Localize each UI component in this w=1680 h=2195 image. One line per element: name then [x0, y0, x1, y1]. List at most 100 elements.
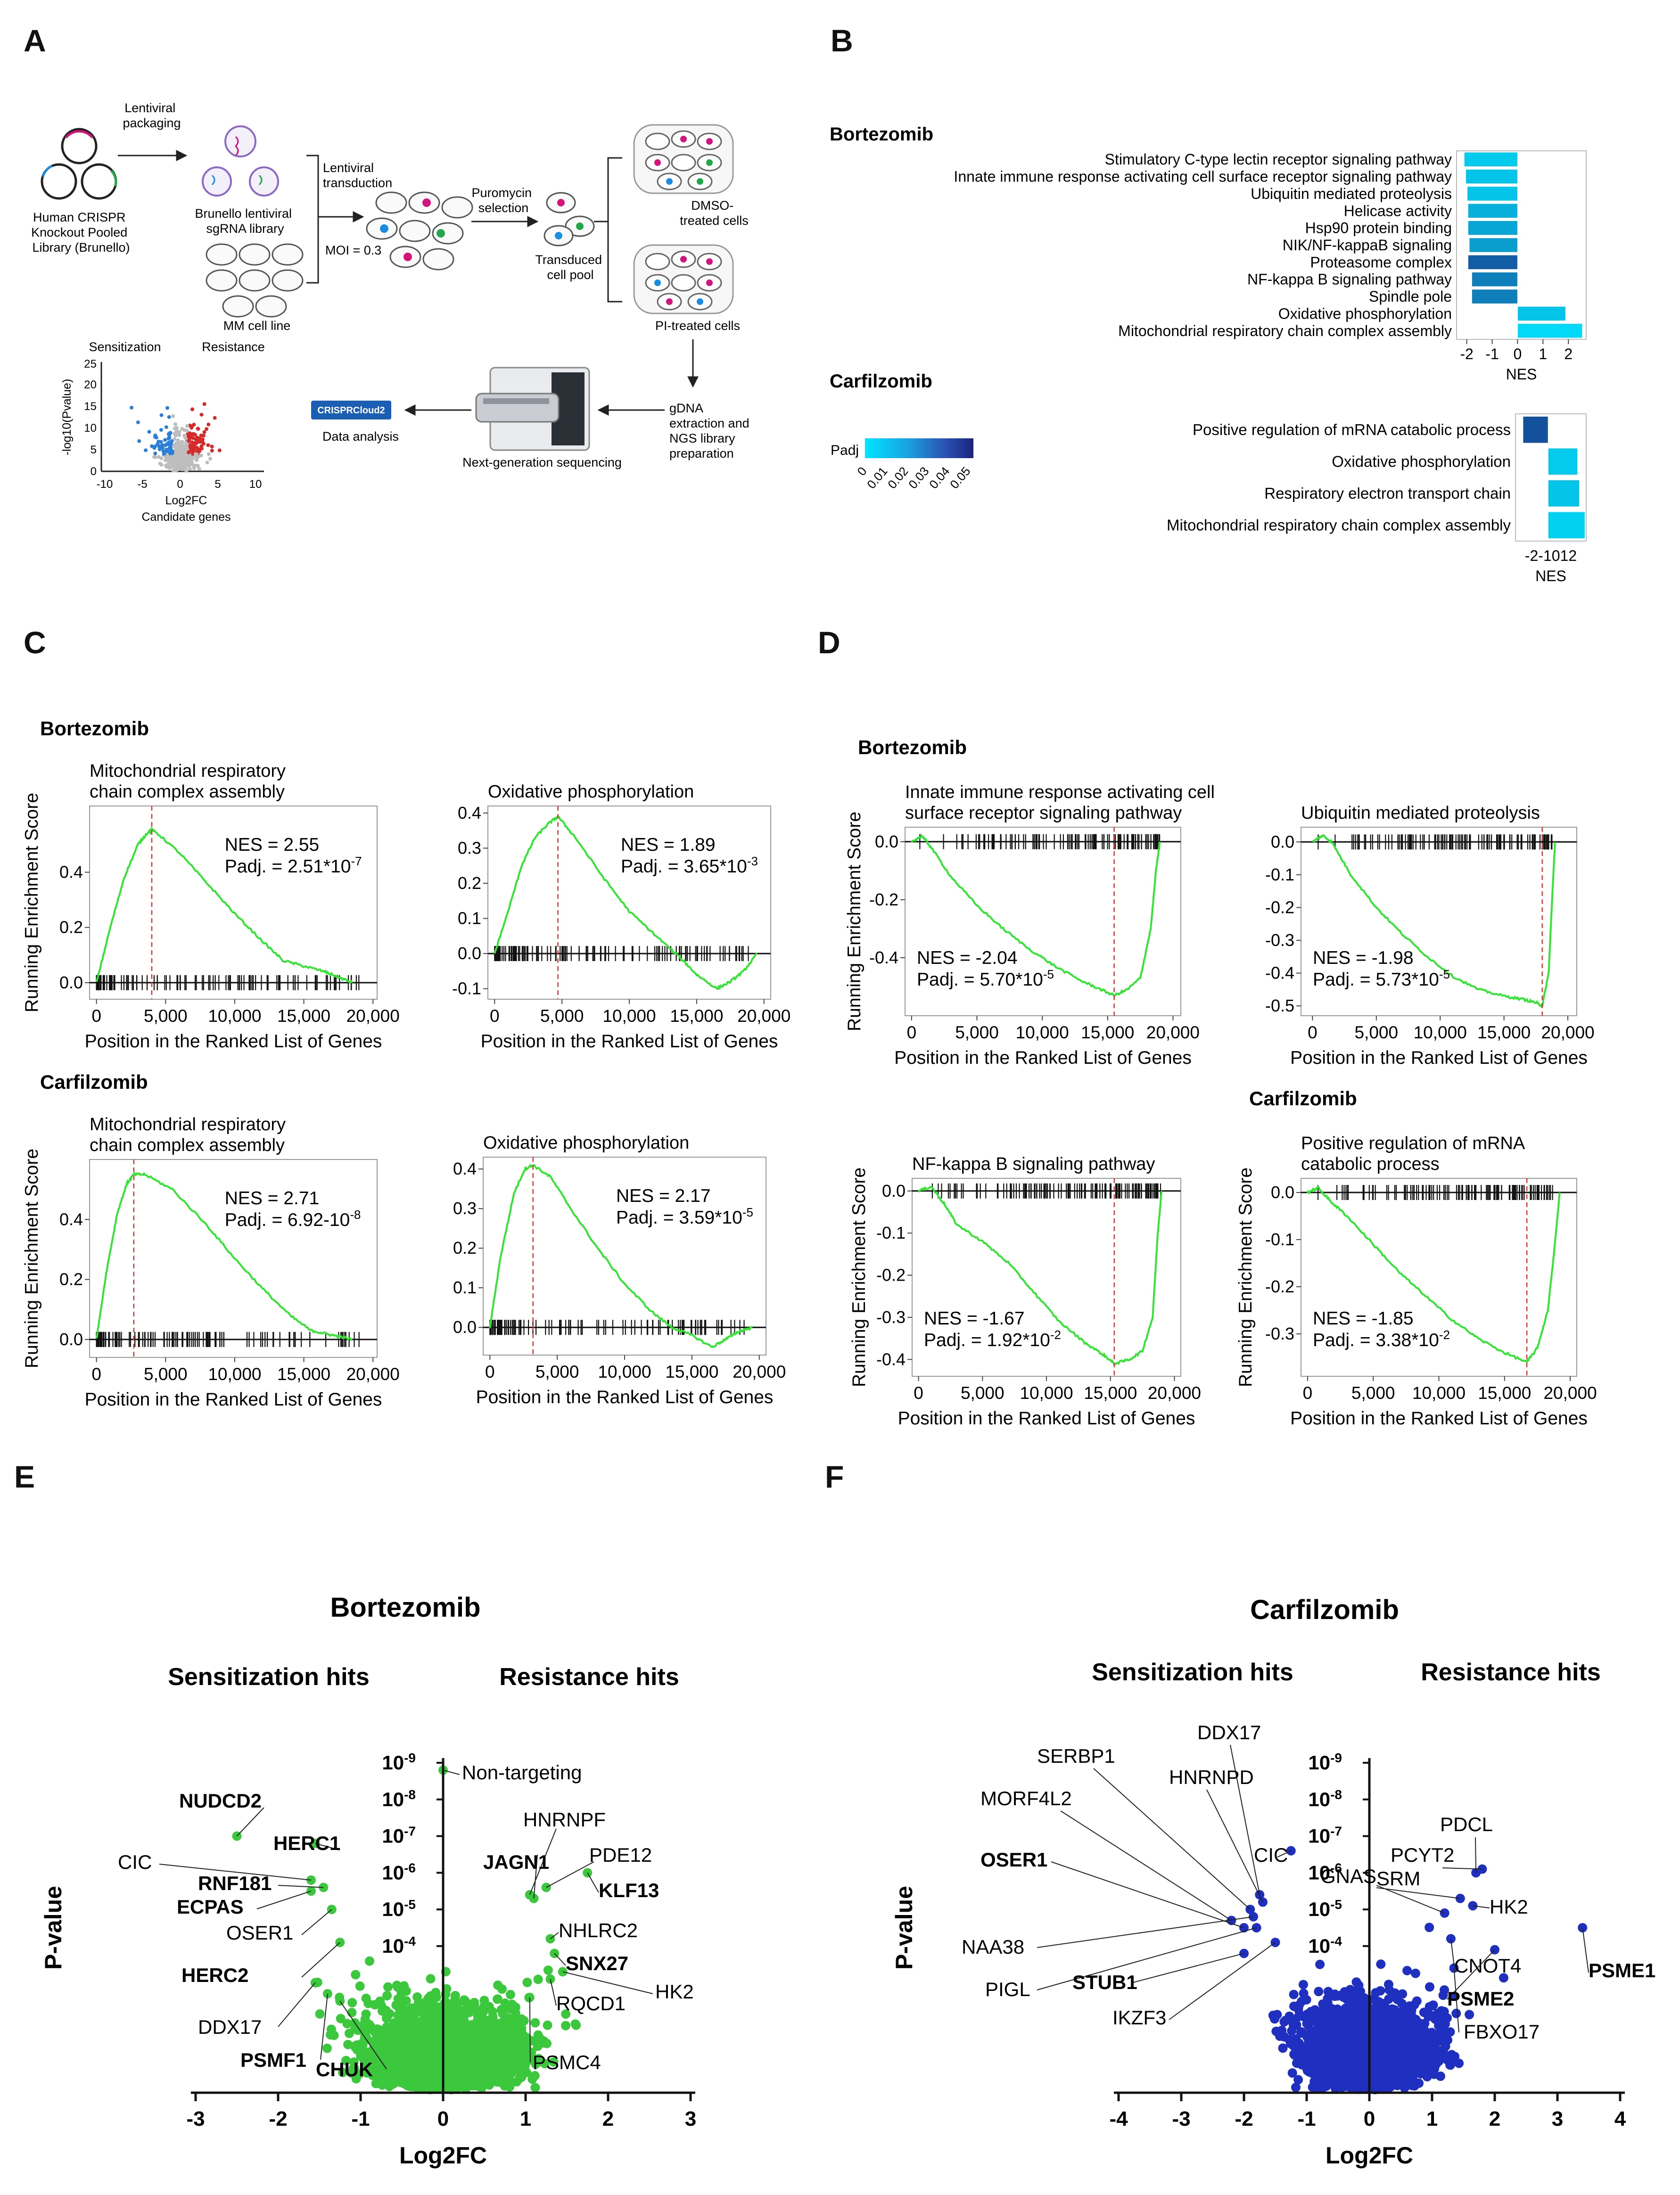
- gsea-ytick-label: -0.1: [452, 979, 481, 998]
- gsea-xtick-label: 10,000: [598, 1362, 651, 1381]
- mini-volcano-dot: [187, 456, 191, 460]
- volcano-point: [338, 2068, 348, 2077]
- mini-volcano-dot: [205, 460, 209, 465]
- brunello-library-label: Brunello lentiviral sgRNA library: [195, 206, 295, 236]
- volcano-gene-label: CIC: [118, 1851, 152, 1873]
- gsea-xtick-label: 20,000: [346, 1365, 400, 1384]
- nes-category-label: Helicase activity: [1344, 202, 1452, 219]
- mini-volcano-dot: [170, 455, 174, 459]
- volcano-ytick-label: 10-5: [382, 1897, 416, 1921]
- gsea-ytick-label: 0.3: [458, 838, 481, 857]
- volcano-point: [421, 2008, 431, 2018]
- moi-label: MOI = 0.3: [325, 243, 381, 257]
- volcano-ytick-exp: -7: [404, 1824, 416, 1838]
- gsea-title: Ubiquitin mediated proteolysis: [1301, 803, 1540, 823]
- gsea-padj-stat: Padj. = 6.92-10-8: [225, 1208, 361, 1230]
- gsea-ytick-label: -0.2: [1265, 897, 1294, 917]
- volcano-ytick-base: 10: [382, 1861, 404, 1883]
- gsea-title: Oxidative phosphorylation: [488, 782, 694, 802]
- gsea-xtick-label: 10,000: [1412, 1383, 1466, 1403]
- mini-ytick: 20: [84, 378, 97, 391]
- volcano-point: [479, 2038, 489, 2048]
- volcano-point: [399, 1981, 409, 1991]
- volcano-point: [423, 2024, 433, 2034]
- gsea-ytick-label: 0.4: [59, 863, 83, 882]
- nes-bar: [1548, 511, 1585, 539]
- mini-volcano-dot: [167, 466, 172, 470]
- gsea-xtick-label: 15,000: [665, 1362, 718, 1381]
- volcano-point: [351, 2074, 361, 2084]
- volcano-label-leader: [301, 1942, 340, 1978]
- transduction-bracket: [306, 155, 363, 284]
- volcano-point: [420, 2048, 430, 2058]
- gsea-running-score-line: [1312, 834, 1556, 1008]
- mini-volcano-dot: [167, 432, 171, 436]
- volcano-point: [502, 2025, 512, 2035]
- volcano-ytick-label: 10-9: [382, 1751, 416, 1774]
- volcano-label-leader: [529, 1828, 557, 1895]
- volcano-point: [380, 2041, 390, 2051]
- mini-volcano-dot: [176, 432, 180, 436]
- padj-legend: Padj 00.010.020.030.040.05: [831, 438, 973, 492]
- gsea-ytick-label: 0.2: [458, 873, 481, 893]
- gsea-xtick-label: 15,000: [277, 1006, 330, 1026]
- volcano-point: [453, 1998, 463, 2008]
- volcano-point: [512, 2061, 522, 2071]
- volcano-ytick-base: 10: [382, 1935, 404, 1957]
- mini-volcano-dot: [156, 442, 160, 446]
- mini-volcano-dot: [159, 463, 164, 467]
- mini-volcano-dot: [166, 459, 171, 463]
- nes-plot-frame: [1515, 413, 1587, 542]
- gsea-nes-stat: NES = -1.98: [1313, 948, 1414, 968]
- volcano-point: [519, 2016, 529, 2026]
- gsea-ytick-label: -0.4: [869, 948, 898, 967]
- gsea-xtick-label: 10,000: [1020, 1383, 1073, 1403]
- nes-bar: [1464, 152, 1518, 167]
- panel-letter-a: A: [24, 23, 46, 58]
- volcano-ytick-base: 10: [382, 1751, 404, 1774]
- gsea-title: Innate immune response activating cell: [905, 782, 1215, 802]
- volcano-point: [431, 1992, 441, 2002]
- gsea-nes-stat: NES = 2.71: [225, 1188, 320, 1208]
- volcano-gene-label: KLF13: [599, 1879, 659, 1901]
- volcano-gene-label: HERC1: [273, 1832, 340, 1854]
- gsea-ylabel: Running Enrichment Score: [1235, 1167, 1256, 1387]
- volcano-point: [549, 2057, 559, 2067]
- mini-volcano-dot: [153, 435, 157, 439]
- volcano-point: [357, 2043, 367, 2053]
- gsea-padj-base: Padj. = 5.70*10: [917, 970, 1043, 990]
- mini-volcano-dot: [199, 412, 204, 417]
- gsea-running-score-line: [1307, 1185, 1561, 1364]
- mini-xlabel: Log2FC: [165, 494, 207, 507]
- mini-volcano-dot: [182, 462, 186, 466]
- volcano-label-leader: [236, 1807, 264, 1837]
- gsea-title: NF-kappa B signaling pathway: [912, 1154, 1155, 1174]
- nes-category-label: Proteasome complex: [1310, 254, 1452, 271]
- gsea-ytick-label: -0.1: [1265, 1230, 1294, 1249]
- gsea-xtick-label: 15,000: [670, 1006, 723, 1026]
- volcano-point: [543, 1965, 553, 1975]
- mini-volcano-dot: [144, 448, 148, 452]
- mini-volcano-dot: [180, 443, 184, 447]
- volcano-point: [377, 2001, 387, 2011]
- mini-volcano-dot: [202, 430, 206, 434]
- mini-volcano-dot: [173, 426, 177, 430]
- volcano-point: [473, 2063, 483, 2072]
- padj-legend-tick: 0.02: [885, 464, 911, 492]
- gsea-xtick-label: 5,000: [535, 1362, 579, 1381]
- volcano-point: [479, 2055, 489, 2065]
- mini-volcano-dot: [198, 440, 202, 444]
- volcano-point: [389, 2018, 399, 2028]
- mini-volcano-dot: [178, 460, 182, 464]
- gsea-xtick-label: 15,000: [277, 1365, 330, 1384]
- mini-resistance-label: Resistance: [202, 340, 265, 354]
- volcano-point: [508, 2018, 518, 2028]
- mini-volcano-dot: [174, 442, 178, 445]
- nes-xlabel: NES: [1535, 567, 1566, 584]
- mini-volcano-dot: [169, 442, 173, 446]
- mini-volcano-dot: [206, 452, 211, 456]
- mini-volcano-dot: [200, 446, 204, 451]
- volcano-point: [500, 2081, 510, 2091]
- mini-xtick: 0: [177, 478, 183, 491]
